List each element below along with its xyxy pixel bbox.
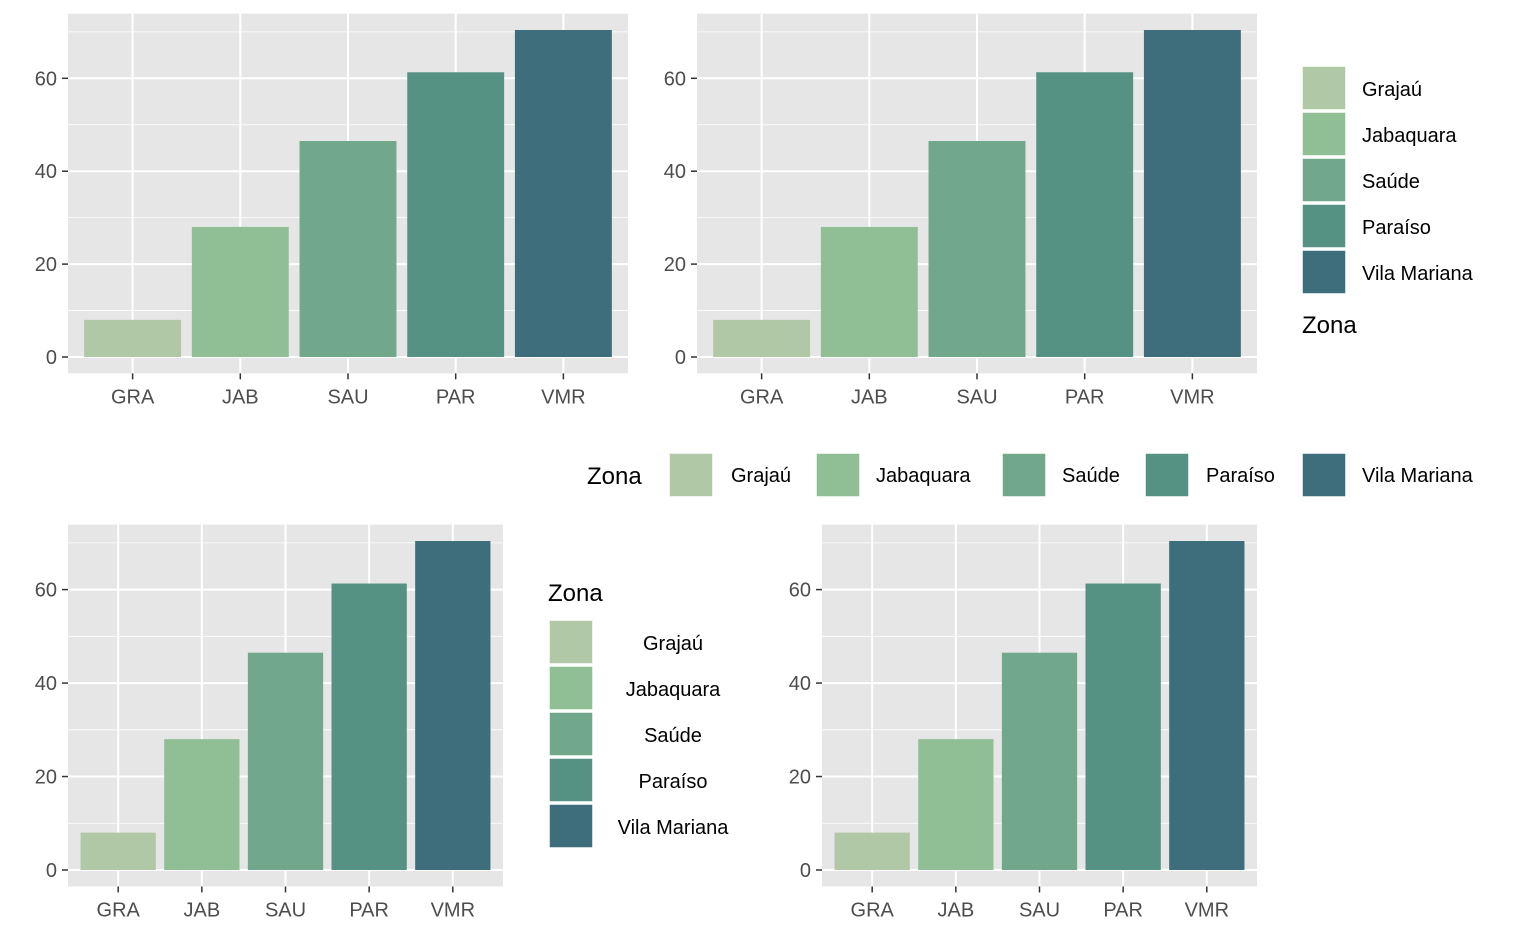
bar-vmr	[1169, 541, 1245, 870]
bar-sau	[247, 652, 324, 870]
y-tick-label: 40	[664, 161, 686, 183]
bar-vmr	[514, 30, 612, 357]
x-tick-label: JAB	[938, 899, 975, 921]
legend-key-label: Saúde	[1362, 171, 1420, 193]
legend-bottom-left: Zona Grajaú Jabaquara Saúde Paraíso Vila Mari…	[548, 580, 730, 849]
legend-top-right: Grajaú Jabaquara Saúde Paraíso Vila Mariana Z…	[1301, 65, 1474, 339]
legend-key-swatch	[548, 665, 594, 711]
x-tick-label: SAU	[327, 386, 368, 408]
x-tick-label: JAB	[184, 899, 221, 921]
x-tick-label: GRA	[851, 899, 895, 921]
chart-panel-1: 0 20 40 60 GRA JAB SAU PAR VMR	[35, 13, 628, 408]
chart-panel-3: 0 20 40 60 GRA JAB SAU PAR VMR	[35, 524, 503, 921]
bar-par	[1036, 72, 1134, 357]
x-tick-label: GRA	[111, 386, 155, 408]
legend-key-label: Grajaú	[1362, 79, 1422, 101]
legend-key-label: Jabaquara	[876, 465, 971, 487]
legend-key-swatch	[1301, 249, 1347, 295]
x-tick-label: SAU	[265, 899, 306, 921]
bar-par	[331, 583, 407, 870]
legend-key-swatch	[1301, 65, 1347, 111]
legend-key-swatch	[1144, 452, 1190, 498]
y-tick-label: 0	[675, 347, 686, 369]
x-tick-label: VMR	[431, 899, 475, 921]
legend-title: Zona	[587, 463, 642, 490]
y-tick-label: 40	[789, 673, 811, 695]
x-tick-label: PAR	[1065, 386, 1105, 408]
x-tick-label: VMR	[1170, 386, 1214, 408]
y-tick-label: 20	[35, 254, 57, 276]
x-tick-label: PAR	[436, 386, 476, 408]
y-tick-label: 20	[664, 254, 686, 276]
legend-key-swatch	[548, 711, 594, 757]
bar-gra	[80, 832, 156, 870]
bar-gra	[84, 319, 182, 357]
legend-key-swatch	[1301, 111, 1347, 157]
bar-par	[407, 72, 505, 357]
y-tick-label: 60	[789, 580, 811, 602]
bar-sau	[1001, 652, 1078, 870]
bar-par	[1085, 583, 1161, 870]
legend-key-label: Saúde	[1062, 465, 1120, 487]
y-tick-label: 60	[35, 580, 57, 602]
x-tick-label: VMR	[541, 386, 585, 408]
y-tick-label: 60	[664, 68, 686, 90]
chart-panel-2: 0 20 40 60 GRA JAB SAU PAR VMR	[664, 13, 1257, 408]
legend-horizontal: Zona Grajaú Jabaquara Saúde Paraíso Vila Mari…	[587, 452, 1474, 498]
bar-gra	[834, 832, 910, 870]
bar-jab	[918, 739, 994, 870]
legend-key-swatch	[1301, 157, 1347, 203]
y-tick-label: 20	[789, 767, 811, 789]
legend-key-label: Vila Mariana	[1362, 465, 1474, 487]
bar-vmr	[1143, 30, 1241, 357]
y-tick-label: 0	[46, 347, 57, 369]
legend-key-swatch	[548, 757, 594, 803]
y-tick-label: 60	[35, 68, 57, 90]
y-tick-label: 20	[35, 767, 57, 789]
x-tick-label: SAU	[956, 386, 997, 408]
legend-key-label: Saúde	[644, 725, 702, 747]
legend-key-label: Vila Mariana	[618, 817, 730, 839]
bar-sau	[928, 141, 1026, 357]
x-tick-label: JAB	[222, 386, 259, 408]
x-tick-label: GRA	[740, 386, 784, 408]
legend-key-label: Jabaquara	[626, 679, 721, 701]
legend-key-swatch	[1001, 452, 1047, 498]
legend-key-swatch	[548, 619, 594, 665]
bar-jab	[820, 226, 918, 357]
y-tick-label: 0	[800, 860, 811, 882]
x-tick-label: JAB	[851, 386, 888, 408]
legend-key-swatch	[668, 452, 714, 498]
bar-gra	[713, 319, 811, 357]
legend-key-swatch	[1301, 452, 1347, 498]
legend-key-label: Paraíso	[1206, 465, 1275, 487]
legend-key-label: Grajaú	[731, 465, 791, 487]
y-tick-label: 0	[46, 860, 57, 882]
legend-title: Zona	[1302, 312, 1357, 339]
chart-panel-4: 0 20 40 60 GRA JAB SAU PAR VMR	[789, 524, 1257, 921]
bar-jab	[191, 226, 289, 357]
x-tick-label: PAR	[349, 899, 389, 921]
legend-key-label: Paraíso	[1362, 217, 1431, 239]
legend-key-label: Grajaú	[643, 633, 703, 655]
bar-vmr	[415, 541, 491, 870]
bar-sau	[299, 141, 397, 357]
x-tick-label: PAR	[1103, 899, 1143, 921]
legend-key-swatch	[815, 452, 861, 498]
x-tick-label: SAU	[1019, 899, 1060, 921]
legend-key-swatch	[548, 803, 594, 849]
legend-title: Zona	[548, 580, 603, 607]
legend-key-label: Jabaquara	[1362, 125, 1457, 147]
x-tick-label: VMR	[1185, 899, 1229, 921]
bar-jab	[164, 739, 240, 870]
y-tick-label: 40	[35, 161, 57, 183]
y-tick-label: 40	[35, 673, 57, 695]
x-tick-label: GRA	[97, 899, 141, 921]
legend-key-label: Paraíso	[639, 771, 708, 793]
legend-key-label: Vila Mariana	[1362, 263, 1474, 285]
legend-key-swatch	[1301, 203, 1347, 249]
